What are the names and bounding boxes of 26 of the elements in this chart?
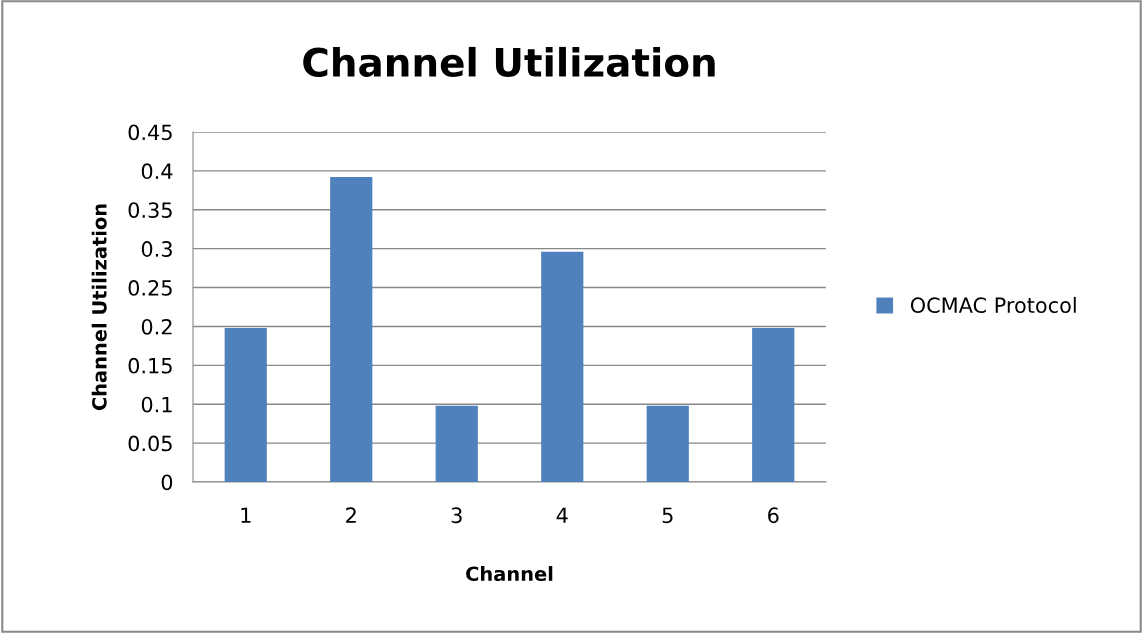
- y-tick-label: 0.45: [128, 124, 172, 141]
- y-tick-label: 0: [161, 474, 173, 491]
- y-tick-label: 0.3: [141, 241, 172, 257]
- legend-label: OCMAC Protocol: [910, 296, 1076, 314]
- bar: [752, 328, 795, 482]
- y-tick-label: 0.05: [128, 435, 172, 452]
- y-tick-label: 0.15: [128, 357, 172, 374]
- y-tick-label: 0.25: [128, 280, 172, 296]
- y-tick-label: 0.2: [141, 318, 172, 335]
- y-tick-label: 0.35: [128, 202, 172, 218]
- y-tick-label: 0.1: [141, 396, 172, 413]
- bar: [435, 405, 478, 482]
- x-tick-label: 6: [768, 507, 779, 524]
- bar: [224, 328, 267, 482]
- bar: [541, 251, 584, 482]
- bar: [330, 177, 373, 482]
- x-tick-label: 3: [451, 507, 462, 524]
- x-axis-title: Channel: [466, 566, 553, 582]
- y-axis-title: Channel Utilization: [91, 204, 107, 411]
- x-tick-label: 1: [241, 507, 251, 523]
- y-tick-label: 0.4: [141, 163, 173, 180]
- bar: [646, 405, 689, 482]
- x-tick-label: 4: [556, 507, 568, 523]
- x-tick-label: 2: [346, 507, 356, 523]
- x-tick-label: 5: [662, 507, 673, 524]
- chart-title: Channel Utilization: [303, 46, 715, 77]
